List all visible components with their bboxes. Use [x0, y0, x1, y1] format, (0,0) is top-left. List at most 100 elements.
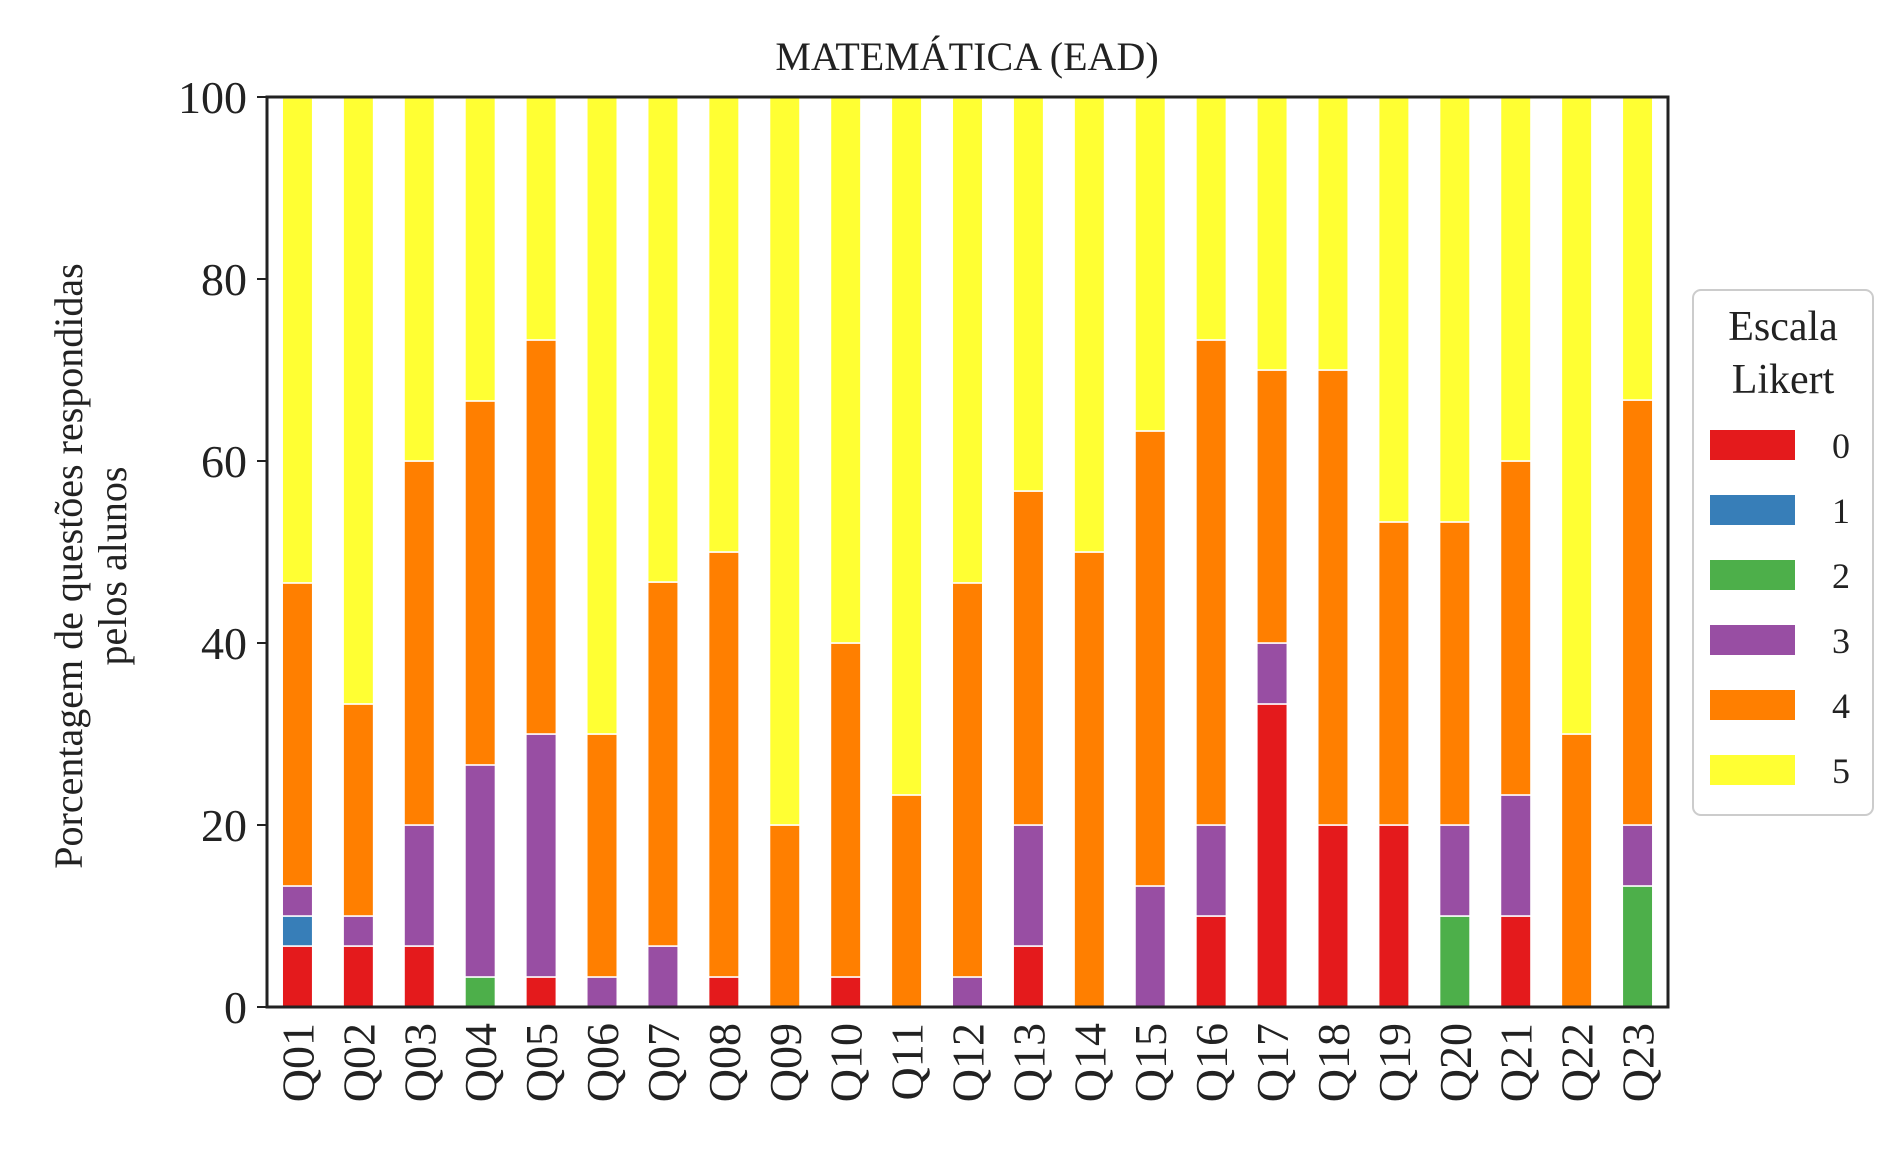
bar-Q23-level-5: [1621, 96, 1654, 401]
bar-Q07-level-3: [646, 945, 679, 1008]
x-tick-label-Q07: Q07: [638, 1023, 689, 1102]
bar-Q10-level-5: [829, 96, 862, 644]
bar-Q20-level-2: [1438, 915, 1471, 1008]
bar-Q01-level-3: [281, 885, 314, 917]
bar-Q06-level-4: [586, 733, 618, 978]
bar-Q16-level-0: [1195, 915, 1228, 1008]
x-tick-label-Q15: Q15: [1125, 1023, 1176, 1102]
legend-label-2: 2: [1832, 556, 1850, 596]
x-tick-label-Q05: Q05: [516, 1023, 567, 1102]
bar-Q14-level-5: [1073, 96, 1106, 553]
legend: Escala Likert 0 1 2 3 4 5: [1692, 289, 1874, 816]
bar-Q22-level-5: [1560, 96, 1593, 735]
bar-Q12-level-4: [951, 582, 984, 978]
x-tick-label-Q20: Q20: [1430, 1023, 1481, 1102]
y-tick-label-0: 0: [224, 982, 247, 1033]
x-tick-label-Q23: Q23: [1613, 1023, 1664, 1102]
bar-Q05-level-0: [525, 976, 558, 1008]
bar-Q01-level-1: [281, 915, 314, 947]
bar-Q08-level-0: [707, 976, 740, 1008]
bar-Q18-level-0: [1317, 824, 1349, 1008]
bar-Q17-level-5: [1256, 96, 1289, 371]
legend-label-5: 5: [1832, 751, 1850, 791]
bar-Q20-level-5: [1438, 96, 1471, 523]
bar-Q17-level-4: [1256, 369, 1289, 644]
y-axis-label-line-2: pelos alunos: [90, 467, 135, 666]
bar-Q08-level-4: [707, 551, 740, 978]
bar-Q18-level-5: [1317, 96, 1349, 371]
bar-Q07-level-4: [646, 581, 679, 947]
legend-swatch-3: [1710, 625, 1795, 655]
x-tick-label-Q17: Q17: [1247, 1023, 1298, 1102]
y-tick-label-100: 100: [178, 72, 247, 123]
bar-Q03-level-3: [403, 824, 436, 947]
x-tick-label-Q12: Q12: [943, 1023, 994, 1102]
x-tick-label-Q09: Q09: [760, 1023, 811, 1102]
bar-Q23-level-3: [1621, 824, 1654, 887]
y-tick-label-40: 40: [201, 618, 247, 669]
x-tick-label-Q03: Q03: [394, 1023, 445, 1102]
bar-Q03-level-4: [403, 460, 436, 826]
bar-Q04-level-4: [464, 400, 497, 766]
bar-Q16-level-5: [1195, 96, 1228, 341]
bar-Q07-level-5: [646, 96, 679, 583]
bar-Q20-level-4: [1438, 521, 1471, 826]
bar-Q01-level-4: [281, 582, 314, 887]
x-tick-label-Q01: Q01: [272, 1023, 323, 1102]
legend-swatch-4: [1710, 690, 1795, 720]
bar-Q10-level-4: [829, 642, 862, 978]
legend-swatch-0: [1710, 430, 1795, 460]
legend-items: 0 1 2 3 4 5: [1710, 426, 1850, 791]
bar-Q09-level-4: [768, 824, 801, 1008]
bar-Q15-level-3: [1134, 885, 1167, 1008]
bar-Q04-level-2: [464, 976, 497, 1008]
bar-Q11-level-5: [890, 96, 923, 796]
legend-swatch-1: [1710, 495, 1795, 525]
bar-Q19-level-4: [1377, 521, 1410, 826]
x-tick-label-Q04: Q04: [455, 1023, 506, 1102]
plot-frame: [265, 95, 1670, 1009]
bar-Q11-level-4: [890, 794, 923, 1008]
x-tick-label-Q14: Q14: [1064, 1023, 1115, 1102]
legend-label-4: 4: [1832, 686, 1850, 726]
x-tick-label-Q02: Q02: [333, 1023, 384, 1102]
y-tick-label-80: 80: [201, 254, 247, 305]
legend-label-3: 3: [1832, 621, 1850, 661]
bar-Q20-level-3: [1438, 824, 1471, 917]
bar-Q06-level-5: [586, 96, 618, 735]
legend-swatch-2: [1710, 560, 1795, 590]
bar-Q01-level-5: [281, 97, 314, 584]
bar-Q04-level-5: [464, 97, 497, 402]
bar-Q05-level-4: [525, 339, 558, 735]
y-axis-label-line-1: Porcentagem de questões respondidas: [46, 263, 91, 868]
bar-Q02-level-5: [342, 96, 375, 705]
bar-Q13-level-3: [1012, 824, 1045, 947]
x-tick-label-Q06: Q06: [577, 1023, 628, 1102]
bar-Q16-level-3: [1195, 824, 1228, 917]
legend-title-line-1: Escala: [1728, 304, 1838, 350]
bar-Q02-level-3: [342, 915, 375, 947]
bar-Q14-level-4: [1073, 551, 1106, 1008]
x-ticks: Q01 Q02 Q03 Q04 Q05 Q06 Q07 Q08 Q09 Q10 Q11 Q12 Q13 Q…: [272, 1023, 1663, 1102]
legend-title-line-2: Likert: [1732, 357, 1835, 403]
bar-Q08-level-5: [707, 96, 740, 553]
chart-title: MATEMÁTICA (EAD): [775, 34, 1158, 79]
bar-Q21-level-5: [1499, 96, 1532, 462]
legend-label-0: 0: [1832, 426, 1850, 466]
y-tick-label-20: 20: [201, 800, 247, 851]
y-axis-label: Porcentagem de questões respondidas pelo…: [46, 263, 135, 868]
bar-Q15-level-5: [1134, 96, 1167, 432]
bar-Q06-level-3: [586, 976, 618, 1008]
bar-Q19-level-5: [1377, 96, 1410, 523]
legend-box: [1692, 289, 1874, 816]
bar-Q23-level-4: [1621, 399, 1654, 826]
bar-Q03-level-5: [403, 96, 436, 462]
y-tick-label-60: 60: [201, 436, 247, 487]
x-tick-label-Q22: Q22: [1552, 1023, 1603, 1102]
x-tick-label-Q08: Q08: [699, 1023, 750, 1102]
bars-layer: [281, 96, 1654, 1008]
bar-Q21-level-0: [1499, 915, 1532, 1008]
bar-Q15-level-4: [1134, 430, 1167, 887]
bar-Q19-level-0: [1377, 824, 1410, 1008]
x-tick-label-Q19: Q19: [1369, 1023, 1420, 1102]
